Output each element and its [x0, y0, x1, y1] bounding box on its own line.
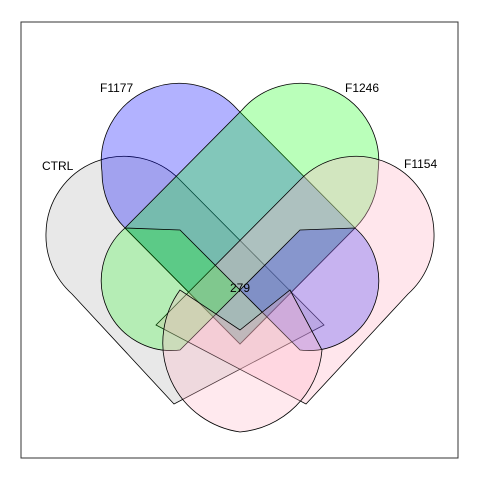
- set-label-f1154: F1154: [404, 157, 437, 171]
- set-ctrl-shape: [45, 155, 325, 405]
- set-f1177-shape: [100, 82, 356, 345]
- intersection-all-count: 279: [230, 281, 250, 295]
- set-label-f1177: F1177: [100, 81, 133, 95]
- set-f1246-lower-lobe: [239, 227, 380, 351]
- set-label-f1246: F1246: [345, 81, 379, 95]
- set-f1154-lower-lobe: [162, 289, 323, 433]
- set-labels: CTRL F1177 F1246 F1154: [42, 81, 437, 173]
- set-label-ctrl: CTRL: [42, 159, 74, 173]
- set-shapes: [45, 82, 435, 433]
- plot-frame: [20, 21, 459, 459]
- set-f1246-shape: [124, 82, 380, 345]
- set-f1177-lower-lobe: [100, 227, 241, 351]
- set-f1154-shape: [155, 155, 435, 405]
